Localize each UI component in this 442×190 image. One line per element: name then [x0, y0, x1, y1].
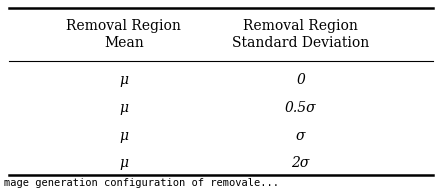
Text: Removal Region
Mean: Removal Region Mean [66, 19, 181, 50]
Text: μ: μ [119, 73, 128, 87]
Text: 0.5σ: 0.5σ [285, 101, 316, 115]
Text: mage generation configuration of removale...: mage generation configuration of removal… [4, 178, 279, 188]
Text: 0: 0 [296, 73, 305, 87]
Text: μ: μ [119, 101, 128, 115]
Text: μ: μ [119, 156, 128, 170]
Text: σ: σ [296, 128, 305, 142]
Text: Removal Region
Standard Deviation: Removal Region Standard Deviation [232, 19, 369, 50]
Text: μ: μ [119, 128, 128, 142]
Text: 2σ: 2σ [291, 156, 310, 170]
